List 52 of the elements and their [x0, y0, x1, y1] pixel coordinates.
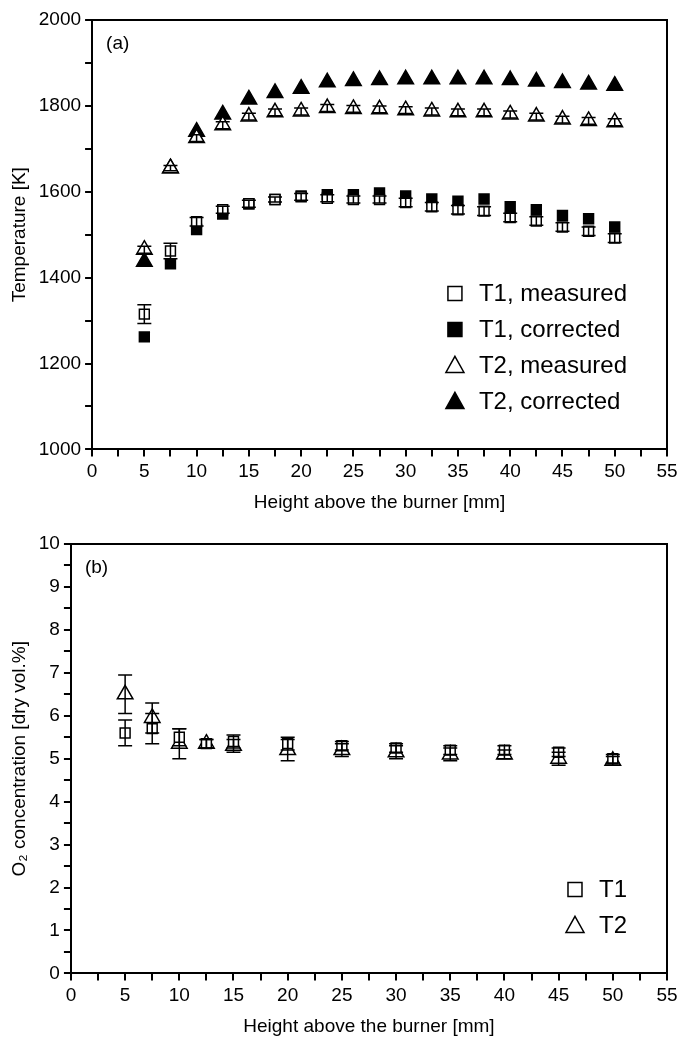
legend-label: T2, corrected: [478, 387, 621, 415]
x-tick-label: 50: [602, 984, 624, 1006]
y-tick-label: 9: [49, 575, 60, 597]
y-tick-label: 5: [49, 746, 60, 768]
y-tick-label: 2000: [38, 8, 82, 30]
x-tick-label: 0: [86, 460, 98, 482]
y-tick-label: 4: [49, 789, 61, 811]
y-tick-label: 1600: [38, 179, 82, 201]
y-tick-label: 1000: [38, 437, 82, 459]
x-tick-label: 50: [604, 460, 626, 482]
x-tick-label: 5: [139, 460, 150, 482]
x-tick-label: 55: [656, 984, 678, 1006]
x-axis-title: Height above the burner [mm]: [243, 1014, 495, 1036]
x-tick-label: 10: [186, 460, 208, 482]
x-tick-label: 35: [447, 460, 469, 482]
x-tick-label: 15: [222, 984, 245, 1006]
y-tick-label: 8: [49, 618, 60, 640]
x-tick-label: 55: [656, 460, 678, 482]
legend-label: T1, measured: [478, 279, 628, 307]
y-tick-label: 10: [38, 532, 60, 554]
x-tick-label: 10: [168, 984, 190, 1006]
y-tick-label: 3: [49, 832, 60, 854]
x-tick-label: 25: [342, 460, 364, 482]
y-tick-label: 1: [49, 918, 60, 940]
x-tick-label: 20: [290, 460, 312, 482]
legend-label: T2: [598, 911, 628, 939]
annotation: (b): [84, 555, 109, 577]
x-tick-label: 5: [119, 984, 131, 1006]
x-tick-label: 45: [551, 460, 574, 482]
annotation: (a): [106, 31, 130, 53]
legend-label: T1: [598, 875, 628, 903]
x-tick-label: 30: [385, 984, 407, 1006]
y-axis-title: O₂ concentration [dry vol.%]: [7, 640, 29, 877]
x-tick-label: 40: [493, 984, 516, 1006]
x-tick-label: 40: [499, 460, 521, 482]
y-tick-label: 7: [49, 661, 60, 683]
y-tick-label: 1200: [38, 351, 82, 373]
x-tick-label: 15: [238, 460, 260, 482]
y-tick-label: 0: [49, 961, 60, 983]
x-tick-label: 35: [439, 984, 461, 1006]
y-tick-label: 1400: [38, 265, 82, 287]
x-tick-label: 25: [331, 984, 353, 1006]
y-tick-label: 1800: [38, 94, 82, 116]
legend-label: T1, corrected: [478, 315, 621, 343]
y-tick-label: 6: [49, 703, 60, 725]
x-tick-label: 30: [395, 460, 417, 482]
y-tick-label: 2: [49, 875, 60, 897]
x-tick-label: 20: [277, 984, 299, 1006]
legend-label: T2, measured: [478, 351, 628, 379]
y-axis-title: Temperature [K]: [7, 167, 29, 303]
x-tick-label: 45: [548, 984, 570, 1006]
x-axis-title: Height above the burner [mm]: [253, 490, 506, 512]
